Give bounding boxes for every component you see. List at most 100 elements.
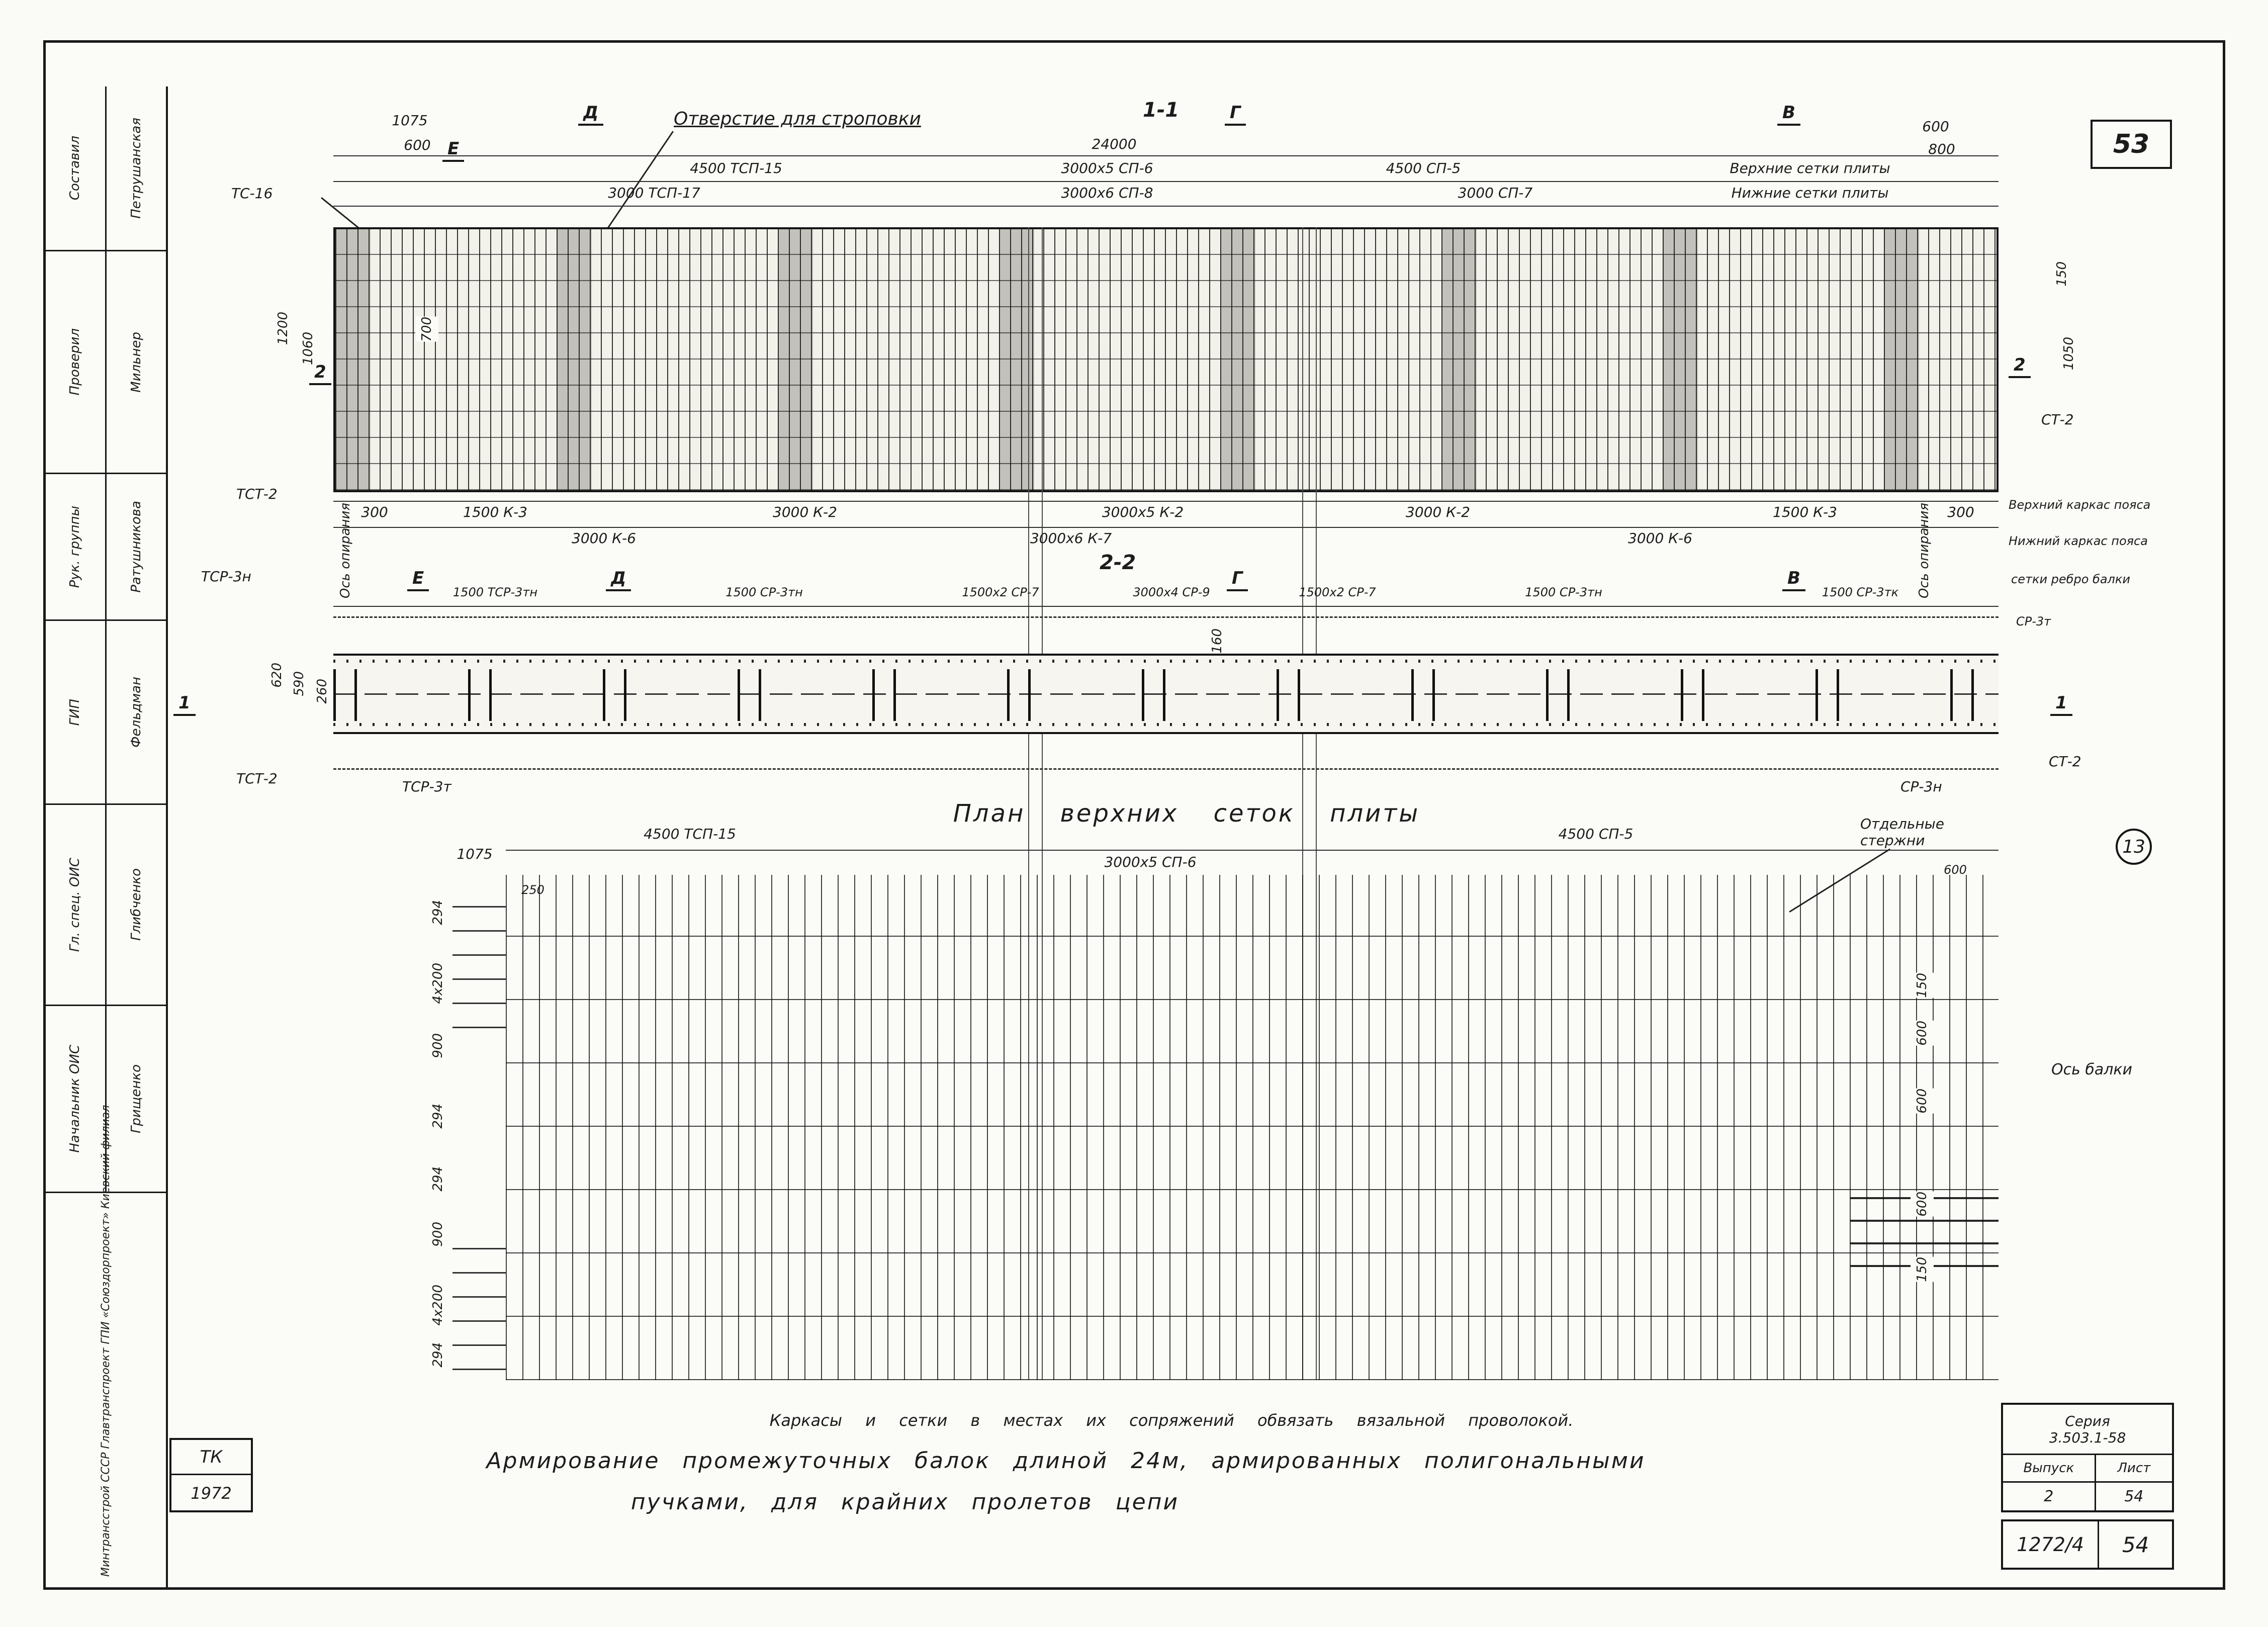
stamp-role-cell: Гл. спец. ОИС (45, 805, 107, 1005)
plan-top-dim-1: 3000x5 СП-6 (1104, 854, 1197, 870)
dim-800: 800 (1928, 141, 1955, 157)
plan-top-dim-0: 4500 ТСП-15 (644, 826, 736, 842)
dim-1050-vertical: 1050 (2061, 337, 2076, 371)
main-title-line1: Армирование промежуточных балок длиной 2… (486, 1448, 1646, 1474)
label-tc16: ТС-16 (231, 185, 273, 202)
stamp-role-cell: Составил (45, 86, 107, 250)
section-marker-1-right: 1 (2050, 693, 2072, 716)
plan-dim-600: 600 (1944, 863, 1967, 877)
binding-wire-note: Каркасы и сетки в местах их сопряжений о… (769, 1411, 1574, 1430)
plan-top-dim-2: 4500 СП-5 (1558, 826, 1634, 842)
stamp-role-cell: Рук. группы (45, 474, 107, 619)
label-tct2-bottom: ТСТ-2 (236, 770, 278, 787)
dim-600-right: 600 (1922, 118, 1949, 135)
main-title-line2: пучками, для крайних пролетов цепи (630, 1489, 1180, 1515)
stamp-name: Петрушанская (128, 118, 144, 219)
stamp-name-cell: Ратушникова (107, 474, 166, 619)
plan-dim-1075: 1075 (457, 846, 493, 862)
section-marker-2-left: 2 (309, 362, 331, 385)
issue-label: Выпуск (2003, 1455, 2096, 1481)
mesh-top-note: Верхние сетки плиты (1730, 160, 1890, 176)
dim-150-vertical: 150 (2054, 261, 2069, 287)
dim-line (333, 155, 1999, 156)
dim-total-24000: 24000 (1092, 136, 1137, 152)
dim-620-vertical: 620 (269, 663, 285, 688)
plan-left-dim-6: 4x200 (426, 1285, 449, 1326)
dim-line (333, 527, 1999, 528)
title-stamp-column: Составил Петрушанская Проверил Мильнер Р… (45, 86, 168, 1588)
frame-dim: 3000x5 К-2 (1102, 504, 1184, 520)
stamp-row: Гл. спец. ОИС Глибченко (45, 805, 166, 1006)
mesh-bottom-dim-1: 3000x6 СП-8 (1061, 185, 1153, 201)
dim-line (333, 606, 1999, 607)
frame-dim: 300 (361, 504, 388, 520)
frame-dim: 3000x6 К-7 (1030, 530, 1112, 547)
dim-700-vertical: 700 (415, 317, 438, 342)
dim-260-vertical: 260 (315, 679, 330, 704)
callout-loose-bars: Отдельные стержни (1860, 816, 1944, 849)
mesh-bottom-dim-0: 3000 ТСП-17 (608, 185, 700, 201)
frame-dim: 3000 К-2 (1406, 504, 1470, 520)
axis-bearing-right: Ось опирания (1917, 503, 1932, 599)
dim-line (333, 181, 1999, 182)
hole-callout-label: Отверстие для строповки (674, 109, 921, 129)
stamp-org-cell: Минтрансстрой СССР Главтранспроект ГПИ «… (45, 1105, 166, 1588)
stamp-name-cell: Глибченко (107, 805, 166, 1005)
stamp-name: Фельдман (128, 677, 144, 748)
dim-line (333, 501, 1999, 502)
plan-right-dim-0: 150 (1911, 973, 1934, 998)
axis-bearing-left: Ось опирания (338, 503, 353, 599)
note-upper-frame: Верхний каркас пояса (2009, 498, 2151, 512)
mesh-top-dim-0: 4500 ТСП-15 (690, 160, 782, 176)
note-lower-frame: Нижний каркас пояса (2009, 534, 2148, 548)
plan-left-dim-4: 294 (426, 1166, 449, 1192)
series-box: Серия 3.503.1-58 Выпуск Лист 2 54 (2001, 1403, 2174, 1512)
dim-160-vertical: 160 (1206, 628, 1229, 654)
construction-line (1302, 227, 1303, 1380)
mesh-top-dim-2: 4500 СП-5 (1386, 160, 1461, 176)
stamp-name-cell: Фельдман (107, 621, 166, 803)
beam-axis-label: Ось балки (2051, 1061, 2133, 1078)
section-marker-d: Д (578, 103, 604, 126)
dim-600-left: 600 (404, 137, 431, 153)
frame-dim: 3000 К-6 (1628, 530, 1692, 547)
stamp-row: Проверил Мильнер (45, 251, 166, 474)
plan-left-dim-3: 294 (426, 1104, 449, 1129)
callout-number-badge: 13 (2116, 829, 2152, 865)
stamp-row: ГИП Фельдман (45, 621, 166, 805)
stamp-role: Гл. спец. ОИС (67, 857, 83, 952)
plan-left-dim-2: 900 (426, 1033, 449, 1058)
plan-right-dim-1: 600 (1911, 1021, 1934, 1046)
plan-left-bars-top (452, 885, 506, 1028)
plan-loose-bars (1850, 1177, 1999, 1267)
section-1-1-title: 1-1 (1143, 99, 1180, 122)
label-sr3n-bottom: СР-3н (1900, 778, 1942, 795)
plan-title: План верхних сеток плиты (953, 799, 1420, 828)
beam-top-dashed-line (333, 616, 1999, 618)
section-marker-2-right: 2 (2009, 355, 2031, 378)
list-label: Лист (2117, 1461, 2151, 1476)
section-marker-v: В (1777, 103, 1800, 126)
stamp-row: Начальник ОИС Грищенко (45, 1006, 166, 1193)
stamp-role: Проверил (67, 328, 83, 396)
frame-dim: 1500 К-3 (1773, 504, 1837, 520)
plan-left-dim-1: 4x200 (426, 963, 449, 1004)
dim-1060-vertical: 1060 (301, 332, 316, 366)
plan-mesh (506, 875, 1999, 1380)
stamp-role-cell: Проверил (45, 251, 107, 473)
stamp-role-cell: Начальник ОИС (45, 1006, 107, 1192)
dim-1200-vertical: 1200 (276, 312, 291, 345)
frame-dim: 3000 К-2 (773, 504, 837, 520)
stamp-name: Грищенко (128, 1064, 144, 1133)
doc-number: 1272/4 (2003, 1521, 2100, 1568)
label-tsr3t-bottom: ТСР-3т (402, 778, 451, 795)
issue-value-row: 2 54 (2003, 1483, 2172, 1510)
note-rib-meshes: сетки ребро балки (2011, 572, 2130, 586)
section2-marker-g: Г (1227, 568, 1248, 591)
mesh-bottom-dim-2: 3000 СП-7 (1458, 185, 1533, 201)
section2-dim: 1500 ТСР-3тн (452, 585, 538, 599)
frame-dim: 3000 К-6 (572, 530, 636, 547)
doc-sheet-number: 54 (2122, 1532, 2149, 1557)
stamp-row: Составил Петрушанская (45, 86, 166, 251)
